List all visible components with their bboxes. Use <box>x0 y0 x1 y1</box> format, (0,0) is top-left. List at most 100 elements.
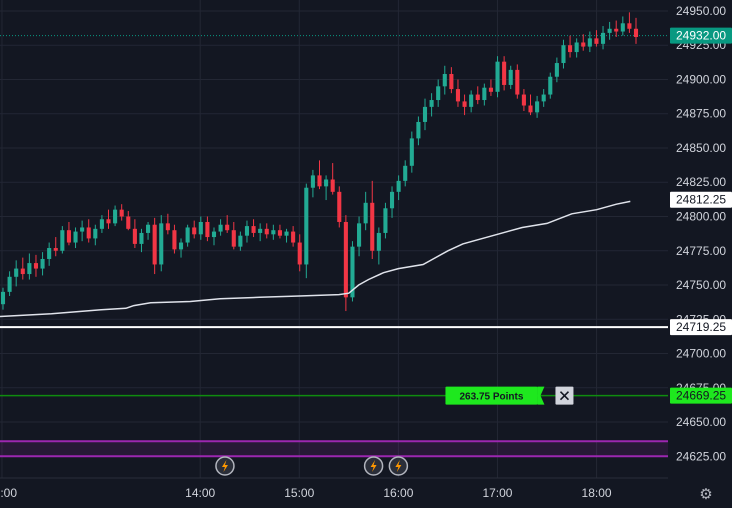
candle[interactable] <box>284 231 289 236</box>
candle[interactable] <box>231 230 236 247</box>
candle[interactable] <box>317 175 322 187</box>
candle[interactable] <box>53 248 58 251</box>
candle[interactable] <box>482 87 487 101</box>
candle[interactable] <box>40 258 45 269</box>
candle[interactable] <box>396 180 401 192</box>
candle[interactable] <box>442 73 447 87</box>
candle[interactable] <box>99 219 104 229</box>
candle[interactable] <box>139 232 144 244</box>
candle[interactable] <box>47 248 52 259</box>
candle[interactable] <box>607 28 612 33</box>
lightning-icon[interactable] <box>363 456 384 476</box>
candle[interactable] <box>0 291 6 305</box>
candle[interactable] <box>27 263 32 275</box>
candle[interactable] <box>271 230 276 235</box>
candle[interactable] <box>14 268 19 277</box>
candle[interactable] <box>561 45 566 64</box>
candle[interactable] <box>350 246 355 298</box>
candle[interactable] <box>172 230 177 250</box>
candle[interactable] <box>238 235 243 247</box>
candle[interactable] <box>508 69 513 85</box>
candle[interactable] <box>330 179 335 192</box>
candle[interactable] <box>535 101 540 113</box>
candle[interactable] <box>146 224 151 233</box>
candle[interactable] <box>277 230 282 236</box>
candle[interactable] <box>462 101 467 107</box>
candle[interactable] <box>429 100 434 107</box>
candle[interactable] <box>357 223 362 247</box>
candle[interactable] <box>304 187 309 265</box>
candle[interactable] <box>587 38 592 47</box>
candle[interactable] <box>515 69 520 95</box>
candle[interactable] <box>324 179 329 187</box>
candle[interactable] <box>337 191 342 222</box>
candle[interactable] <box>113 209 118 224</box>
candle[interactable] <box>548 76 553 95</box>
candle[interactable] <box>574 42 579 53</box>
candle[interactable] <box>554 63 559 77</box>
candle[interactable] <box>488 87 493 92</box>
candle[interactable] <box>264 228 269 235</box>
candle[interactable] <box>528 105 533 113</box>
candle[interactable] <box>389 191 395 209</box>
candle[interactable] <box>185 227 190 243</box>
candle[interactable] <box>594 38 599 44</box>
candle[interactable] <box>152 224 157 265</box>
candle[interactable] <box>541 94 546 102</box>
candle[interactable] <box>383 208 388 233</box>
candle[interactable] <box>495 61 500 92</box>
candle[interactable] <box>211 231 217 238</box>
candle[interactable] <box>192 227 197 235</box>
candle[interactable] <box>20 268 25 275</box>
candle[interactable] <box>568 45 573 53</box>
candle[interactable] <box>449 73 454 90</box>
candle[interactable] <box>403 165 408 181</box>
candle[interactable] <box>370 202 375 251</box>
candle[interactable] <box>614 28 619 32</box>
candle[interactable] <box>86 227 91 239</box>
candle[interactable] <box>627 23 632 29</box>
candle[interactable] <box>73 231 78 243</box>
candle[interactable] <box>297 242 302 265</box>
candle[interactable] <box>581 42 586 47</box>
candle[interactable] <box>244 226 250 236</box>
candle[interactable] <box>455 89 461 102</box>
candle[interactable] <box>178 242 184 250</box>
candle[interactable] <box>376 232 381 251</box>
candle[interactable] <box>436 86 441 101</box>
candle[interactable] <box>521 94 526 106</box>
points-label-box[interactable] <box>445 386 538 405</box>
candle[interactable] <box>600 32 606 44</box>
close-icon[interactable] <box>559 391 570 401</box>
candle[interactable] <box>502 61 507 85</box>
candle[interactable] <box>225 224 230 231</box>
candle[interactable] <box>469 94 474 107</box>
candle[interactable] <box>60 230 65 251</box>
candle[interactable] <box>33 263 39 269</box>
candle[interactable] <box>93 228 98 239</box>
candle[interactable] <box>7 276 12 292</box>
gear-icon[interactable]: ⚙ <box>699 485 713 503</box>
candle[interactable] <box>291 231 296 243</box>
candle[interactable] <box>80 227 85 232</box>
candle[interactable] <box>620 23 625 32</box>
candle[interactable] <box>343 221 348 298</box>
candle[interactable] <box>251 226 256 233</box>
candle[interactable] <box>165 223 170 231</box>
candle[interactable] <box>119 209 124 217</box>
candle[interactable] <box>106 219 111 224</box>
candle[interactable] <box>633 28 639 37</box>
candle[interactable] <box>363 202 368 224</box>
lightning-icon[interactable] <box>388 456 409 476</box>
candle[interactable] <box>198 221 203 235</box>
candle[interactable] <box>416 121 421 139</box>
candle[interactable] <box>218 224 223 232</box>
candle[interactable] <box>66 230 71 243</box>
candle[interactable] <box>258 228 263 233</box>
candle[interactable] <box>475 94 480 101</box>
candle[interactable] <box>132 228 137 244</box>
lightning-icon[interactable] <box>215 456 235 476</box>
candle[interactable] <box>126 216 131 229</box>
